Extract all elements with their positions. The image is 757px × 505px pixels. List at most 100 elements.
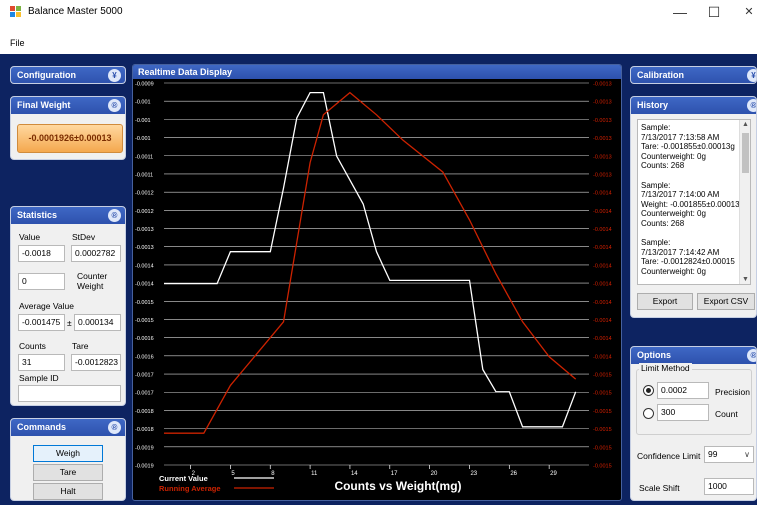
confidence-limit-select[interactable]: 99 ∨ (704, 446, 754, 463)
y-tick-label-left: -0.0009 (135, 82, 154, 88)
history-line: Sample: (641, 180, 671, 190)
chevron-up-icon[interactable]: ® (108, 209, 121, 222)
weight-label: Weight (77, 281, 104, 291)
commands-header: Commands ® (11, 419, 125, 436)
history-line: 7/13/2017 7:14:42 AM (641, 247, 720, 257)
y-tick-label-left: -0.0013 (135, 227, 154, 233)
chart-panel-title: Realtime Data Display (133, 65, 621, 79)
value-field[interactable]: -0.0018 (18, 245, 65, 262)
y-tick-label-left: -0.0016 (135, 336, 154, 342)
history-line: Sample: (641, 123, 671, 132)
count-field[interactable]: 300 (657, 404, 709, 421)
history-entries: Sample: 7/13/2017 7:13:58 AM Tare: -0.00… (638, 120, 750, 276)
calibration-title: Calibration (637, 70, 685, 80)
calibration-panel: Calibration ¥ (630, 66, 757, 84)
tare-field[interactable]: -0.0012823 (71, 354, 121, 371)
title-bar: Balance Master 5000 — ☐ ✕ (0, 0, 757, 24)
average-error-field[interactable]: 0.000134 (74, 314, 121, 331)
scale-shift-field[interactable]: 1000 (704, 478, 754, 495)
close-button[interactable]: ✕ (744, 6, 754, 18)
app-icon (10, 6, 22, 17)
statistics-header: Statistics ® (11, 207, 125, 224)
y-tick-label-left: -0.0016 (135, 354, 154, 360)
final-weight-header: Final Weight ® (11, 97, 125, 114)
counterweight-field[interactable]: 0 (18, 273, 65, 290)
x-tick-label: 23 (470, 471, 477, 477)
y-tick-label-right: -0.0015 (593, 445, 612, 451)
scroll-down-icon[interactable]: ▼ (742, 276, 749, 283)
limit-method-label: Limit Method (639, 363, 692, 373)
x-tick-label: 11 (311, 471, 318, 477)
y-tick-label-right: -0.0013 (593, 172, 612, 178)
history-scrollbar[interactable]: ▲ ▼ (739, 120, 750, 284)
y-tick-label-right: -0.0015 (593, 391, 612, 397)
configuration-header[interactable]: Configuration ¥ (11, 67, 125, 83)
tare-button[interactable]: Tare (33, 464, 103, 481)
x-tick-label: 26 (510, 471, 517, 477)
minimize-button[interactable]: — (673, 4, 687, 20)
limit-method-group (636, 369, 752, 435)
commands-title: Commands (17, 422, 67, 432)
chevron-down-icon[interactable]: ¥ (747, 69, 756, 82)
y-tick-label-left: -0.0015 (135, 318, 154, 324)
running-average-line (164, 91, 577, 434)
options-panel: Options ® Limit Method 0.0002 Precision 3… (630, 346, 757, 501)
counter-label: Counter (77, 271, 108, 281)
average-field[interactable]: -0.001475 (18, 314, 65, 331)
export-button[interactable]: Export (637, 293, 693, 310)
y-tick-label-right: -0.0015 (593, 409, 612, 415)
history-line: Counterweight: 0g (641, 266, 706, 276)
y-tick-label-right: -0.0013 (593, 100, 612, 106)
y-tick-label-left: -0.0012 (135, 191, 154, 197)
precision-radio[interactable] (643, 385, 654, 396)
current-value-line (164, 91, 577, 428)
scroll-up-icon[interactable]: ▲ (742, 121, 749, 128)
stdev-field[interactable]: 0.0002782 (71, 245, 121, 262)
calibration-header[interactable]: Calibration ¥ (631, 67, 756, 83)
y-tick-label-left: -0.0017 (135, 373, 154, 379)
history-line: Tare: -0.001855±0.00013g (641, 142, 735, 151)
y-tick-label-left: -0.0013 (135, 245, 154, 251)
window-title: Balance Master 5000 (28, 6, 123, 17)
final-weight-panel: Final Weight ® -0.0001926±0.00013 (10, 96, 126, 160)
chevron-up-icon[interactable]: ® (747, 99, 756, 112)
counts-label: Counts (19, 341, 46, 351)
value-label: Value (19, 232, 41, 242)
y-tick-label-right: -0.0013 (593, 118, 612, 124)
scale-shift-label: Scale Shift (639, 483, 680, 493)
y-tick-label-left: -0.0015 (135, 300, 154, 306)
tare-label: Tare (72, 341, 89, 351)
y-tick-label-left: -0.0011 (135, 172, 153, 178)
history-list[interactable]: Sample: 7/13/2017 7:13:58 AM Tare: -0.00… (637, 119, 751, 285)
y-tick-label-right: -0.0015 (593, 427, 612, 433)
confidence-limit-label: Confidence Limit (637, 451, 701, 461)
y-tick-label-left: -0.0014 (135, 263, 154, 269)
x-tick-label: 20 (431, 471, 438, 477)
export-csv-button[interactable]: Export CSV (697, 293, 755, 310)
chevron-down-icon[interactable]: ¥ (108, 69, 121, 82)
options-title: Options (637, 350, 671, 360)
menu-file[interactable]: File (10, 38, 25, 48)
maximize-button[interactable]: ☐ (707, 4, 721, 20)
count-radio[interactable] (643, 408, 654, 419)
sample-id-field[interactable] (18, 385, 121, 402)
precision-field[interactable]: 0.0002 (657, 382, 709, 399)
chevron-up-icon[interactable]: ® (747, 349, 756, 362)
x-tick-label: 2 (192, 471, 196, 477)
weight-chart: -0.0009 -0.001 -0.001 -0.001 -0.0011 -0.0011 -… (135, 82, 612, 494)
y-tick-label-right: -0.0014 (593, 354, 612, 360)
y-tick-label-right: -0.0014 (593, 191, 612, 197)
counts-field[interactable]: 31 (18, 354, 65, 371)
y-tick-label-right: -0.0013 (593, 136, 612, 142)
weigh-button[interactable]: Weigh (33, 445, 103, 462)
history-line: Counterweight: 0g (641, 209, 706, 218)
scroll-thumb[interactable] (742, 133, 749, 173)
plus-minus-label: ± (67, 318, 72, 328)
chevron-up-icon[interactable]: ® (108, 421, 121, 434)
y-tick-label-left: -0.0019 (135, 464, 154, 470)
halt-button[interactable]: Halt (33, 483, 103, 500)
y-tick-label-right: -0.0014 (593, 318, 612, 324)
chevron-down-icon[interactable]: ∨ (744, 450, 750, 459)
options-header: Options ® (631, 347, 756, 364)
chevron-up-icon[interactable]: ® (108, 99, 121, 112)
